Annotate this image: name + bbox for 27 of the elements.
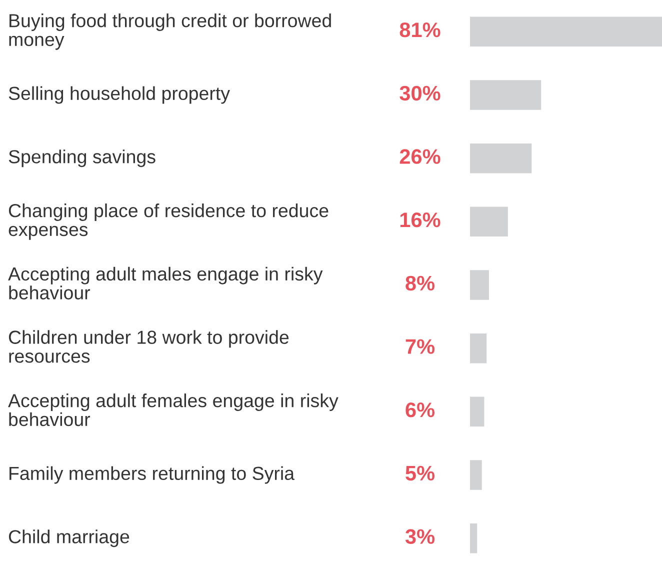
bar xyxy=(470,396,484,427)
y-tick-label: Family members returning to Syria xyxy=(10,466,295,484)
data-label: 6% xyxy=(406,402,435,418)
bar xyxy=(470,333,487,364)
data-label: 5% xyxy=(406,466,435,481)
data-label: 7% xyxy=(406,339,435,354)
y-tick-label: Selling household property xyxy=(8,86,230,104)
bar xyxy=(470,16,662,47)
y-tick-label: Child marriage xyxy=(8,530,130,548)
data-label: 30% xyxy=(400,86,440,101)
data-label: 8% xyxy=(406,276,435,291)
bar xyxy=(470,460,482,490)
data-label: 26% xyxy=(400,149,440,164)
y-tick-label: Children under 18 work to provide resources xyxy=(8,330,289,363)
data-label: 81% xyxy=(400,22,440,38)
bar xyxy=(470,523,478,554)
bar xyxy=(470,143,532,174)
bar xyxy=(470,80,542,110)
data-label: 3% xyxy=(405,529,435,544)
y-tick-label: Accepting adult females engage in risky behaviour xyxy=(8,394,338,426)
data-label: 16% xyxy=(400,212,440,228)
y-tick-label: Accepting adult males engage in risky behaviour xyxy=(8,266,323,300)
bar xyxy=(470,270,489,300)
y-tick-label: Changing place of residence to reduce expenses xyxy=(8,204,328,240)
y-tick-label: Buying food through credit or borrowed money xyxy=(9,14,331,50)
bar xyxy=(470,206,508,237)
y-tick-label: Spending savings xyxy=(8,150,156,168)
